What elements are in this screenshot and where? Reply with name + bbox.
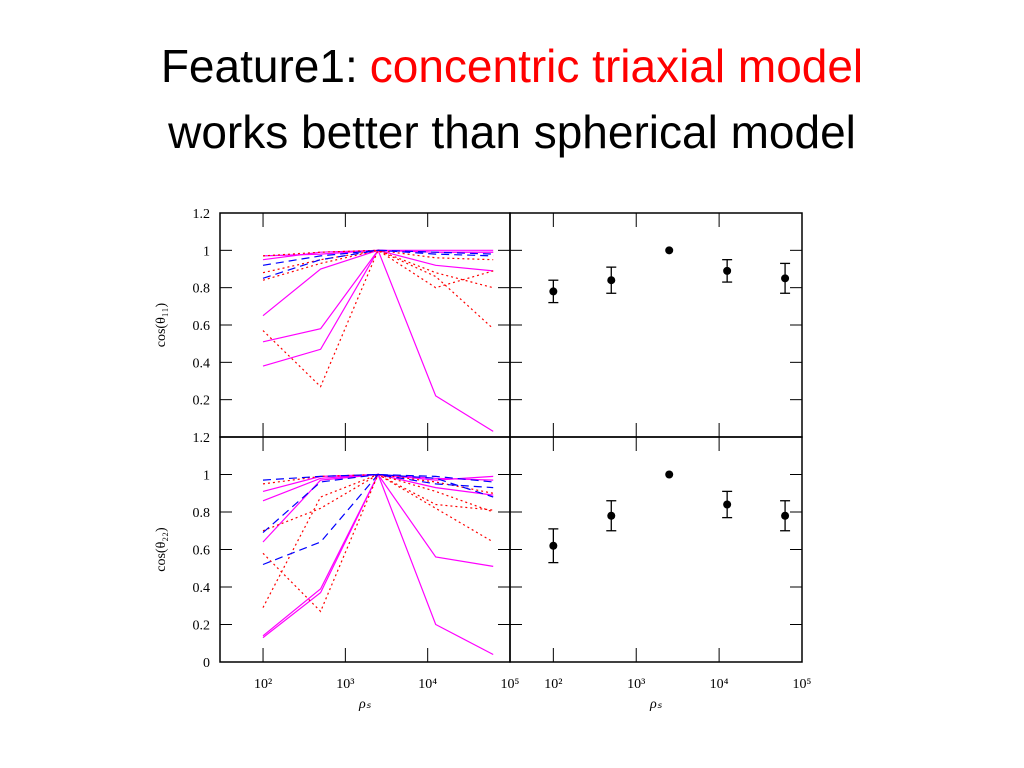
y-tick-label: 0 bbox=[203, 656, 210, 671]
series-line bbox=[262, 249, 494, 330]
x-tick-label: 10³ bbox=[336, 677, 354, 692]
y-tick-label: 0.8 bbox=[193, 282, 211, 297]
series-line bbox=[262, 473, 494, 566]
x-tick-label: 10⁴ bbox=[710, 677, 729, 692]
data-point bbox=[723, 500, 732, 509]
y-tick-label: 0.2 bbox=[193, 394, 211, 409]
data-point bbox=[781, 511, 790, 520]
series-line bbox=[262, 473, 494, 534]
title-lead: Feature1: bbox=[161, 40, 358, 92]
data-point bbox=[607, 276, 616, 285]
series-line bbox=[262, 249, 494, 388]
y-axis-label: cos(θ₂₂) bbox=[154, 527, 169, 572]
x-axis-label: ρₛ bbox=[649, 697, 663, 712]
y-tick-label: 0.2 bbox=[193, 619, 211, 634]
y-tick-label: 0.8 bbox=[193, 506, 211, 521]
y-tick-label: 0.4 bbox=[193, 581, 211, 596]
x-tick-label: 10² bbox=[544, 677, 562, 692]
data-point bbox=[665, 470, 674, 479]
data-point bbox=[665, 246, 674, 255]
x-axis-label: ρₛ bbox=[358, 697, 372, 712]
series-line bbox=[262, 473, 494, 543]
series-line bbox=[262, 473, 494, 608]
data-point bbox=[781, 274, 790, 283]
charts: 0.2 0.4 0.6 0.8 1 1.2 cos(θ₁₁) 0 0.2 0.4 0.6 0.8 1 1.… bbox=[154, 207, 812, 712]
panel-frame bbox=[219, 436, 511, 663]
y-axis-label: cos(θ₁₁) bbox=[154, 302, 169, 347]
data-point bbox=[723, 266, 732, 275]
series-line bbox=[262, 249, 494, 343]
x-tick-label: 10⁴ bbox=[418, 677, 437, 692]
title-line-2: works better than spherical model bbox=[167, 106, 856, 158]
y-tick-label: 0.6 bbox=[193, 319, 211, 334]
data-point bbox=[549, 541, 558, 550]
series-line bbox=[262, 249, 494, 317]
series-line bbox=[262, 249, 494, 266]
panel-frame bbox=[219, 212, 511, 438]
title-line-1: Feature1: concentric triaxial model bbox=[161, 40, 863, 92]
series-line bbox=[262, 248, 494, 432]
series-line bbox=[262, 473, 494, 492]
data-point bbox=[607, 511, 616, 520]
title-highlight: concentric triaxial model bbox=[370, 40, 863, 92]
x-tick-label: 10⁵ bbox=[793, 677, 812, 692]
series-line bbox=[262, 249, 494, 279]
y-tick-label: 0.4 bbox=[193, 356, 211, 371]
y-tick-label: 1.2 bbox=[193, 431, 211, 446]
y-tick-label: 1.2 bbox=[193, 207, 211, 222]
y-tick-label: 1 bbox=[203, 469, 210, 484]
y-tick-label: 0.6 bbox=[193, 544, 211, 559]
x-tick-label: 10³ bbox=[627, 677, 645, 692]
data-point bbox=[549, 287, 558, 296]
panel-frame bbox=[509, 212, 803, 438]
series-line bbox=[262, 473, 494, 637]
series-line bbox=[262, 473, 494, 613]
series-line bbox=[262, 249, 494, 289]
series-line bbox=[262, 473, 494, 532]
x-tick-label: 10⁵ bbox=[501, 677, 520, 692]
x-tick-label: 10² bbox=[254, 677, 272, 692]
y-tick-label: 1 bbox=[203, 244, 210, 259]
